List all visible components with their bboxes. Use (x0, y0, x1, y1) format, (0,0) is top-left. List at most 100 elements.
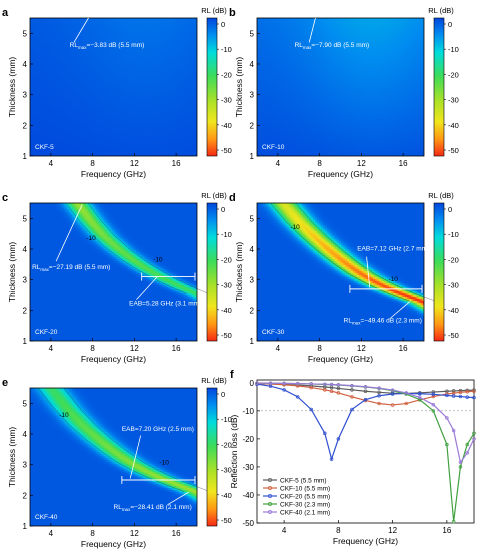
legend-label: CKF-30 (2.3 mm) (280, 501, 330, 508)
series-point (458, 390, 463, 395)
colorbar-tick-label: -20 (448, 255, 459, 264)
colorbar (206, 387, 218, 527)
legend-label: CKF-20 (5.5 mm) (280, 493, 330, 500)
series-point (336, 386, 341, 391)
annotation-main: RL (295, 42, 304, 49)
series-point (323, 382, 327, 386)
series-point (329, 382, 334, 387)
colorbar-tick-label: 0 (448, 205, 452, 214)
colorbar-tick-label: -10 (221, 230, 232, 239)
heatmap-image (30, 388, 197, 526)
series-point (282, 388, 286, 392)
colorbar-tick-label: -50 (221, 516, 232, 525)
colorbar-title: RL (dB) (428, 6, 454, 15)
series-point (377, 401, 381, 406)
x-axis-label: Frequency (GHz) (333, 536, 398, 546)
x-tick-label: 12 (357, 159, 366, 168)
y-tick-label: 3 (23, 461, 28, 470)
series-point (390, 392, 395, 396)
x-tick-label: 16 (399, 344, 408, 353)
series-point (282, 381, 286, 386)
annotation-arrow (167, 491, 189, 505)
series-point (309, 407, 314, 412)
contour-label: -10 (290, 224, 300, 231)
series-point (472, 395, 476, 400)
annotation-main: RL (344, 318, 353, 325)
plot-frame (29, 17, 198, 157)
colorbar-tick-label: -10 (221, 45, 232, 54)
x-tick-label: 4 (276, 344, 281, 353)
plot-frame (29, 387, 198, 527)
x-tick-label: 8 (317, 344, 322, 353)
annotation-main: RL (32, 264, 41, 271)
x-axis-label: Frequency (GHz) (308, 354, 373, 364)
plot-frame (256, 379, 475, 524)
y-tick-label: 0 (250, 379, 255, 388)
contour-label: -10 (153, 256, 163, 263)
y-axis-label: Reflection loss (dB) (229, 414, 239, 488)
x-tick-label: 12 (130, 529, 139, 538)
series-point (431, 392, 436, 397)
y-tick-label: 3 (23, 276, 28, 285)
y-tick-label: 2 (23, 121, 28, 130)
x-tick-label: 12 (130, 159, 139, 168)
series-point (451, 389, 456, 393)
annotation-text: RLmax=−3.83 dB (5.5 mm) (70, 42, 145, 50)
series-point (336, 391, 341, 395)
legend-marker (268, 478, 272, 482)
annotation-text: EAB=5.28 GHz (3.1 mm) (129, 301, 201, 308)
y-tick-label: 5 (250, 214, 255, 223)
y-axis-label: Thickness (mm) (7, 242, 17, 303)
sample-label: CKF-10 (262, 144, 285, 151)
series-point (295, 384, 300, 388)
series-point (350, 383, 354, 388)
y-tick-label: 5 (250, 29, 255, 38)
annotation-main: RL (114, 504, 123, 511)
y-tick-label: 4 (23, 430, 28, 439)
annotation-text: RLmax=−49.46 dB (2.3 mm) (344, 318, 422, 326)
series-point (350, 407, 354, 412)
y-tick-label: 1 (23, 152, 28, 161)
series-point (431, 409, 436, 413)
contour-line-minus10 (65, 202, 187, 294)
y-tick-label: 4 (23, 60, 28, 69)
y-tick-label: 1 (23, 337, 28, 346)
series-point (329, 389, 334, 393)
colorbar-tick-label: -40 (448, 306, 459, 315)
colorbar-tick-label: -30 (221, 466, 232, 475)
series-point (458, 465, 463, 469)
colorbar-tick-label: -30 (221, 281, 232, 290)
x-tick-label: 4 (282, 526, 287, 535)
sample-label: CKF-20 (35, 329, 58, 336)
x-tick-label: 8 (90, 529, 95, 538)
colorbar-tick-label: 0 (221, 390, 225, 399)
series-point (431, 402, 436, 407)
legend-marker (268, 486, 272, 490)
series-point (465, 395, 469, 399)
y-tick-label: -40 (242, 491, 254, 500)
series-line (256, 382, 475, 464)
legend-label: CKF-5 (5.5 mm) (280, 477, 327, 484)
panel-letter: e (2, 377, 8, 389)
series-point (465, 442, 469, 447)
colorbar-tick-label: -40 (221, 306, 232, 315)
panel-letter: f (230, 369, 234, 381)
colorbar-tick-label: -40 (448, 121, 459, 130)
series-point (350, 395, 354, 399)
annotation-arrow (308, 17, 316, 43)
panel-letter: b (229, 7, 236, 19)
series-point (268, 381, 273, 385)
annotation-value: =−49.46 dB (2.3 mm) (360, 318, 421, 325)
x-axis-label: Frequency (GHz) (81, 354, 146, 364)
colorbar-tick-label: -30 (221, 96, 232, 105)
series-point (445, 442, 449, 447)
contour-line-minus10 (63, 387, 210, 492)
series-point (458, 460, 463, 465)
series-point (323, 388, 327, 392)
y-tick-label: 5 (23, 399, 28, 408)
colorbar-tick-label: 0 (448, 20, 452, 29)
x-tick-label: 8 (90, 344, 95, 353)
series-point (431, 390, 436, 394)
